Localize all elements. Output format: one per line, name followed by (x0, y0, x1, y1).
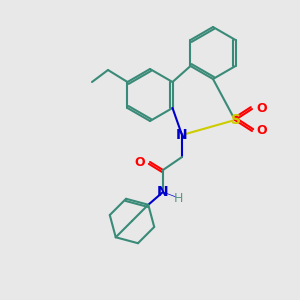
Text: O: O (256, 124, 267, 137)
Text: N: N (176, 128, 188, 142)
Text: O: O (134, 155, 145, 169)
Text: H: H (173, 193, 183, 206)
Text: S: S (231, 113, 241, 127)
Text: N: N (157, 185, 169, 199)
Text: O: O (256, 103, 267, 116)
